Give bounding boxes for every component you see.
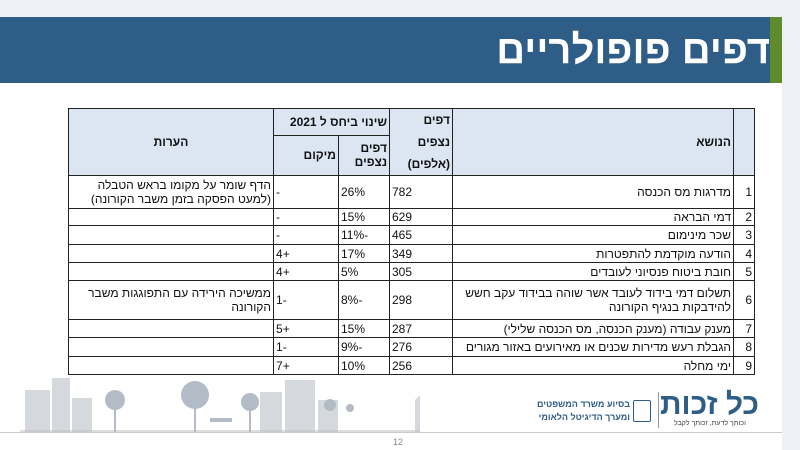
change-pages-cell: 10%	[338, 356, 390, 375]
header-index	[733, 108, 755, 176]
change-location-cell: -	[273, 208, 339, 226]
change-pages-cell: 17%	[338, 244, 390, 263]
notes-cell	[68, 319, 274, 338]
footer-divider	[0, 432, 782, 433]
logo-divider	[658, 392, 659, 428]
state-emblem-icon	[633, 400, 651, 422]
row-number: 7	[733, 319, 755, 338]
table-row: 7 מענק עבודה (מענק הכנסה, מס הכנסה שלילי)…	[68, 319, 755, 338]
table-row: 3 שכר מינימום 465 -11% -	[68, 225, 755, 245]
views-cell: 782	[389, 175, 453, 209]
views-cell: 276	[389, 337, 453, 357]
topic-cell: שכר מינימום	[452, 225, 734, 245]
page-title: דפים פופולריים	[496, 28, 770, 72]
table-row: 2 דמי הבראה 629 15% -	[68, 208, 755, 226]
table-row: 5 חובת ביטוח פנסיוני לעובדים 305 5% +4	[68, 262, 755, 281]
topic-cell: תשלום דמי בידוד לעובד אשר שוהה בבידוד עק…	[452, 280, 734, 320]
table-row: 1 מדרגות מס הכנסה 782 26% - הדף שומר על מקומו…	[68, 175, 755, 209]
title-banner	[0, 17, 770, 83]
header-change-pages: דפים נצפים	[338, 134, 390, 177]
topic-cell: הגבלת רעש מדירות שכנים או מאירועים באזור…	[452, 337, 734, 357]
top-strip	[0, 0, 782, 17]
change-location-cell: -	[273, 175, 339, 209]
notes-cell	[68, 262, 274, 281]
notes-cell: הדף שומר על מקומו בראש הטבלה (למעט הפסקה…	[68, 175, 274, 209]
logo-tagline: וכותך לדעת, זכותך לקבל	[674, 420, 746, 427]
table-row: 8 הגבלת רעש מדירות שכנים או מאירועים באזו…	[68, 337, 755, 357]
header-topic: הנושא	[452, 108, 734, 176]
row-number: 3	[733, 225, 755, 245]
change-location-cell: +4	[273, 262, 339, 281]
table-row: 4 הודעה מוקדמת להתפטרות 349 17% +4	[68, 244, 755, 263]
city-illustration	[20, 378, 420, 432]
change-location-cell: +5	[273, 319, 339, 338]
notes-cell: ממשיכה הירידה עם התפוגגות משבר הקורונה	[68, 280, 274, 320]
topic-cell: מענק עבודה (מענק הכנסה, מס הכנסה שלילי)	[452, 319, 734, 338]
topic-cell: ימי מחלה	[452, 356, 734, 375]
notes-cell	[68, 356, 274, 375]
change-pages-cell: 26%	[338, 175, 390, 209]
change-pages-cell: -8%	[338, 280, 390, 320]
table-row: 6 תשלום דמי בידוד לעובד אשר שוהה בבידוד ע…	[68, 280, 755, 320]
topic-cell: דמי הבראה	[452, 208, 734, 226]
views-cell: 629	[389, 208, 453, 226]
page-number: 12	[393, 437, 404, 447]
notes-cell	[68, 208, 274, 226]
header-notes: הערות	[68, 108, 274, 176]
change-location-cell: +7	[273, 356, 339, 375]
ministry-credit: בסיוע משרד המשפטים ומערך הדיגיטל הלאומי	[530, 398, 630, 424]
row-number: 8	[733, 337, 755, 357]
notes-cell	[68, 337, 274, 357]
accent-bar	[770, 17, 782, 83]
row-number: 5	[733, 262, 755, 281]
topic-cell: חובת ביטוח פנסיוני לעובדים	[452, 262, 734, 281]
views-cell: 298	[389, 280, 453, 320]
ministry-line-2: ומערך הדיגיטל הלאומי	[538, 412, 630, 422]
views-cell: 465	[389, 225, 453, 245]
row-number: 4	[733, 244, 755, 263]
change-location-cell: -1	[273, 280, 339, 320]
views-cell: 256	[389, 356, 453, 375]
views-cell: 287	[389, 319, 453, 338]
topic-cell: מדרגות מס הכנסה	[452, 175, 734, 209]
views-cell: 305	[389, 262, 453, 281]
change-location-cell: -1	[273, 337, 339, 357]
ministry-line-1: בסיוע משרד המשפטים	[536, 399, 630, 409]
change-pages-cell: 15%	[338, 319, 390, 338]
kol-zchut-logo: כל זכות	[660, 388, 760, 421]
header-change-location: מיקום	[273, 134, 339, 177]
change-location-cell: -	[273, 225, 339, 245]
header-change-group: שינוי ביחס ל 2021	[273, 108, 390, 136]
change-location-cell: +4	[273, 244, 339, 263]
header-views-label: דפים נצפים	[417, 113, 450, 149]
topic-cell: הודעה מוקדמת להתפטרות	[452, 244, 734, 263]
row-number: 9	[733, 356, 755, 375]
row-number: 2	[733, 208, 755, 226]
notes-cell	[68, 244, 274, 263]
row-number: 6	[733, 280, 755, 320]
change-pages-cell: 5%	[338, 262, 390, 281]
header-views-unit: (אלפים)	[407, 157, 450, 171]
popular-pages-table: הנושא דפים נצפים (אלפים) שינוי ביחס ל 202…	[68, 108, 755, 375]
notes-cell	[68, 225, 274, 245]
header-views: דפים נצפים (אלפים)	[389, 108, 453, 176]
views-cell: 349	[389, 244, 453, 263]
change-pages-cell: -11%	[338, 225, 390, 245]
table-row: 9 ימי מחלה 256 10% +7	[68, 356, 755, 375]
row-number: 1	[733, 175, 755, 209]
change-pages-cell: 15%	[338, 208, 390, 226]
change-pages-cell: -9%	[338, 337, 390, 357]
